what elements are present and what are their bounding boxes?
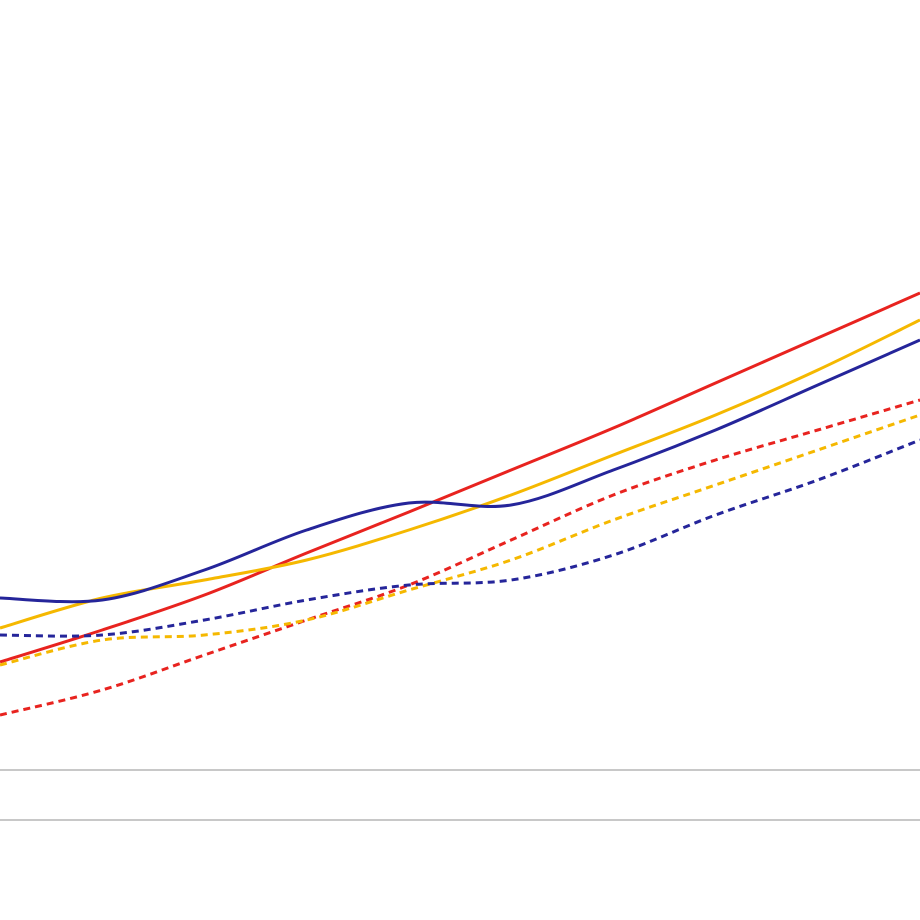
series-line	[0, 413, 920, 667]
series-line	[0, 438, 920, 638]
series-line	[0, 318, 920, 630]
series-line	[0, 338, 920, 604]
series-line	[0, 291, 920, 664]
series-line	[0, 398, 920, 717]
